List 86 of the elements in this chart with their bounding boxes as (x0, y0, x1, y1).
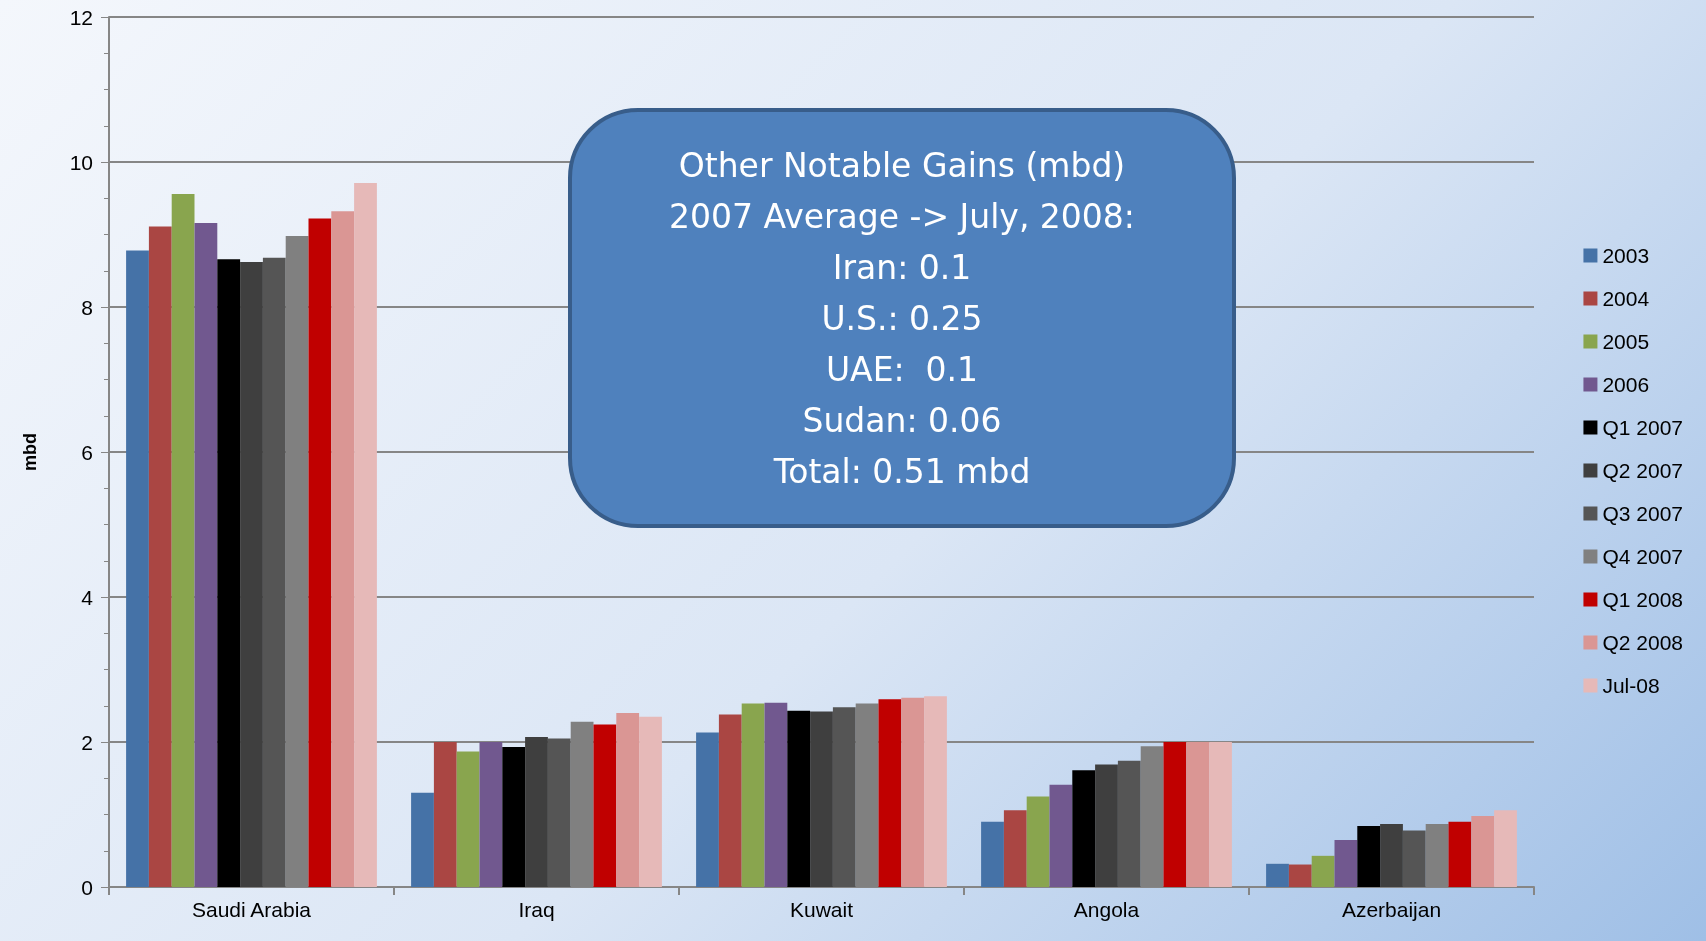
bar (1402, 830, 1426, 887)
bar (308, 218, 332, 887)
bar (787, 710, 811, 887)
y-tick-label: 12 (69, 5, 93, 29)
bar (240, 262, 263, 887)
y-axis-title: mbd (20, 433, 40, 471)
bar (878, 699, 902, 887)
annotation: Iran: 0.1 (832, 246, 972, 289)
bar (331, 211, 355, 887)
annotation: Total: 0.51 mbd (773, 450, 1031, 493)
bar (810, 711, 833, 887)
bar (696, 732, 719, 887)
legend-label: Q1 2008 (1602, 588, 1684, 611)
bar (1266, 863, 1289, 887)
bar (1003, 810, 1027, 887)
bar (832, 707, 856, 887)
bar (354, 183, 377, 887)
bar (1471, 815, 1495, 887)
bar (285, 235, 309, 887)
bar (456, 751, 480, 887)
bar (593, 724, 617, 887)
legend-label: Q1 2007 (1602, 416, 1684, 439)
y-tick-label: 4 (81, 585, 94, 609)
legend-label: 2005 (1602, 330, 1650, 353)
bar (764, 702, 788, 887)
legend-label: 2006 (1602, 373, 1650, 396)
bar (479, 742, 503, 887)
bar (1209, 742, 1232, 887)
x-tick-label: Iraq (518, 898, 555, 921)
y-tick-label: 8 (81, 295, 93, 319)
legend-label: 2004 (1602, 287, 1650, 310)
bar (1026, 796, 1050, 887)
bar (981, 821, 1004, 887)
annotation: 2007 Average -> July, 2008: (669, 195, 1135, 238)
bar (741, 703, 765, 887)
bar (1425, 823, 1449, 887)
bar (1334, 839, 1358, 887)
bar (1380, 823, 1403, 887)
annotation: Sudan: 0.06 (802, 399, 1002, 442)
bar (924, 696, 947, 887)
bar (433, 742, 457, 887)
bar (570, 721, 594, 887)
x-tick-label: Azerbaijan (1341, 898, 1442, 921)
bar (1494, 810, 1517, 887)
bar (1095, 764, 1118, 887)
bar (718, 714, 742, 887)
annotation: Other Notable Gains (mbd) (678, 144, 1126, 187)
bar (855, 703, 879, 887)
bar (217, 259, 241, 887)
bar (262, 257, 286, 887)
bar (639, 716, 662, 887)
annotation: UAE: 0.1 (825, 348, 979, 391)
bar (1186, 742, 1210, 887)
bar (616, 713, 640, 887)
bar (1072, 770, 1096, 887)
y-tick-label: 2 (81, 730, 93, 754)
bar (126, 250, 149, 887)
legend-label: Q2 2008 (1602, 631, 1684, 654)
y-tick-label: 10 (69, 150, 93, 174)
bar (1311, 855, 1335, 887)
x-tick-label: Kuwait (789, 898, 854, 921)
legend-label: Q3 2007 (1602, 502, 1684, 525)
bar (1448, 821, 1472, 887)
bar (194, 222, 218, 887)
y-tick-label: 6 (81, 440, 93, 464)
y-tick-label: 0 (81, 875, 93, 899)
bar (502, 747, 526, 887)
bar (901, 697, 925, 887)
bar (171, 193, 195, 887)
annotation: U.S.: 0.25 (821, 297, 983, 340)
bar (411, 792, 434, 887)
bar (1049, 784, 1073, 887)
bar (148, 226, 172, 887)
legend-label: 2003 (1602, 244, 1650, 267)
legend-label: Jul-08 (1602, 674, 1660, 697)
legend-label: Q4 2007 (1602, 545, 1684, 568)
x-tick-label: Saudi Arabia (191, 898, 312, 921)
bar (1163, 742, 1187, 887)
x-tick-label: Angola (1073, 898, 1140, 921)
bar (1117, 760, 1141, 887)
legend-label: Q2 2007 (1602, 459, 1684, 482)
bar (1140, 746, 1164, 887)
bar (1357, 826, 1381, 887)
bar (547, 738, 571, 887)
bar (525, 736, 548, 887)
bar (1288, 864, 1312, 887)
